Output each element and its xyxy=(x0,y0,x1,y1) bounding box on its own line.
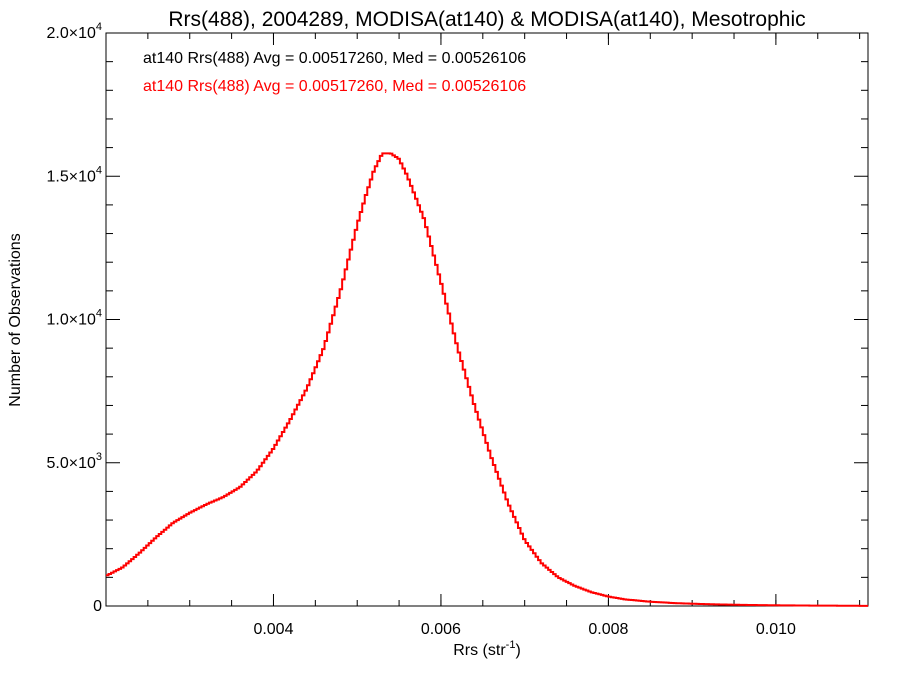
x-tick-label: 0.010 xyxy=(756,621,796,638)
x-axis-tick-labels: 0.004 0.006 0.008 0.010 xyxy=(253,621,796,638)
plot-frame xyxy=(105,32,869,607)
annotation-red: at140 Rrs(488) Avg = 0.00517260, Med = 0… xyxy=(143,78,526,95)
histogram-series-line xyxy=(106,152,869,607)
y-axis-tick-labels: 0 5.0×103 1.0×104 1.5×104 2.0×104 xyxy=(46,21,102,615)
x-tick-label: 0.004 xyxy=(253,621,293,638)
y-tick-label: 2.0×104 xyxy=(46,21,102,42)
y-tick-label: 1.5×104 xyxy=(46,164,102,185)
chart-title: Rrs(488), 2004289, MODISA(at140) & MODIS… xyxy=(168,8,805,31)
x-tick-label: 0.006 xyxy=(421,621,461,638)
x-axis-ticks xyxy=(147,33,861,606)
y-tick-label: 0 xyxy=(93,598,102,615)
y-tick-label: 1.0×104 xyxy=(46,308,102,329)
x-tick-label: 0.008 xyxy=(588,621,628,638)
y-axis-label: Number of Observations xyxy=(7,233,24,406)
x-axis-label: Rrs (str-1) xyxy=(453,639,521,659)
annotation-black: at140 Rrs(488) Avg = 0.00517260, Med = 0… xyxy=(143,50,526,67)
y-axis-ticks xyxy=(106,32,868,607)
y-tick-label: 5.0×103 xyxy=(46,451,102,472)
